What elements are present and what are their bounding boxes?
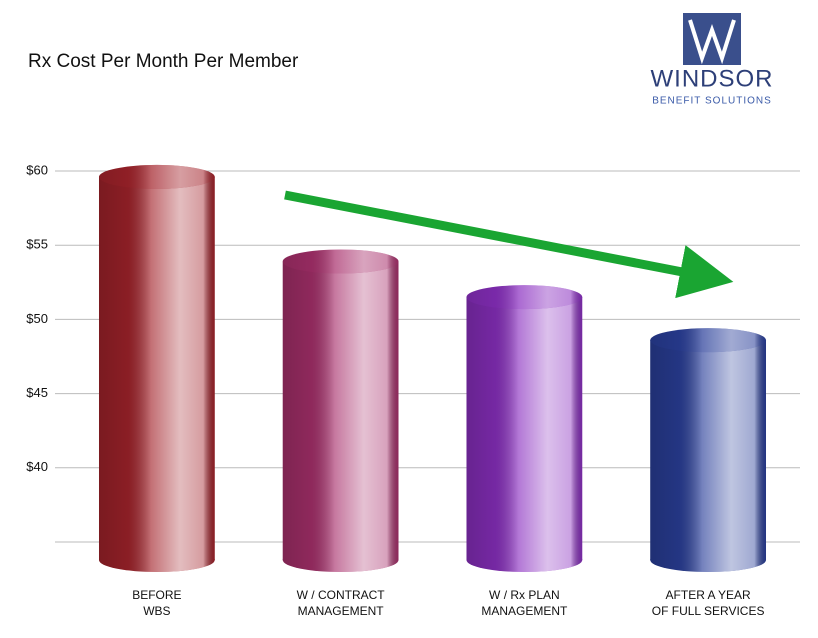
bar-shine bbox=[282, 261, 399, 560]
x-tick-label: W / CONTRACT MANAGEMENT bbox=[296, 588, 385, 618]
bar-shine bbox=[466, 297, 583, 560]
logo: WINDSOR BENEFIT SOLUTIONS bbox=[651, 13, 774, 107]
y-tick-label: $55 bbox=[26, 237, 48, 252]
chart-title: Rx Cost Per Month Per Member bbox=[28, 51, 299, 72]
bar-shine bbox=[98, 176, 215, 560]
x-tick-label: W / Rx PLAN MANAGEMENT bbox=[481, 588, 568, 618]
y-tick-label: $60 bbox=[26, 162, 48, 177]
y-tick-label: $40 bbox=[26, 459, 48, 474]
brand-tagline: BENEFIT SOLUTIONS bbox=[652, 96, 772, 107]
x-tick-label: AFTER A YEAR OF FULL SERVICES bbox=[651, 588, 765, 618]
y-tick-label: $45 bbox=[26, 385, 48, 400]
bar-top-shine bbox=[282, 249, 399, 274]
trend-arrow bbox=[284, 190, 734, 299]
x-tick-label: BEFORE WBS bbox=[132, 588, 182, 618]
brand-name: WINDSOR bbox=[651, 65, 774, 92]
y-tick-label: $50 bbox=[26, 311, 48, 326]
bar-shine bbox=[650, 340, 767, 560]
bar-top-shine bbox=[466, 285, 583, 310]
bar-top-shine bbox=[650, 328, 767, 353]
bar-top-shine bbox=[98, 164, 215, 189]
